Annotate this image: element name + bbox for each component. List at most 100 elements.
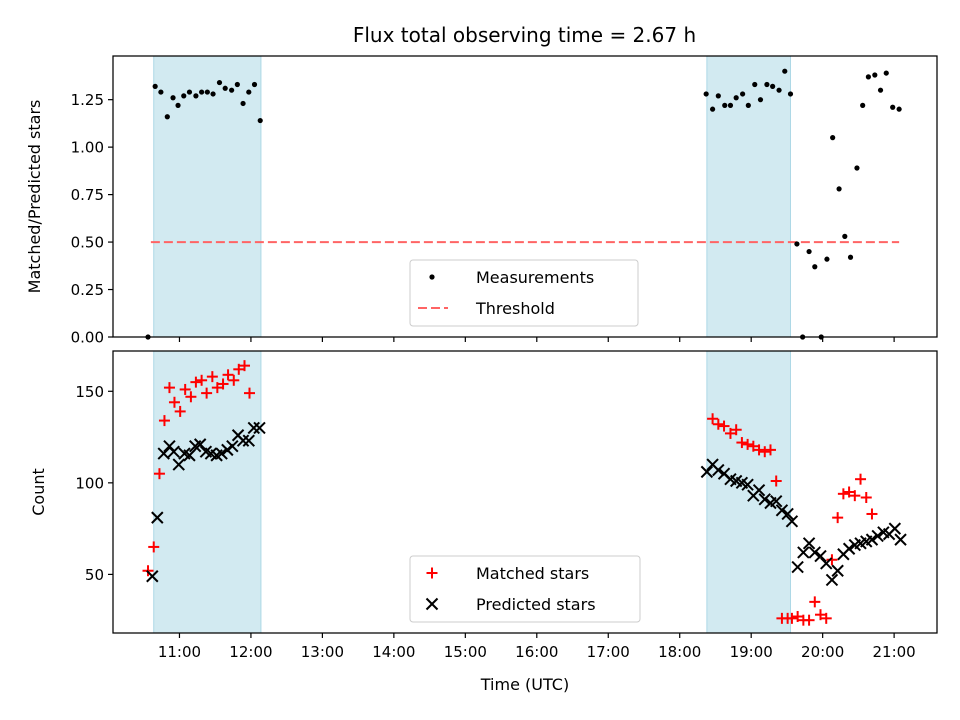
matched-star-point — [190, 376, 202, 388]
predicted-star-stroke-b — [183, 449, 196, 462]
predicted-star-stroke-b — [785, 515, 799, 528]
legend-box — [409, 259, 639, 327]
measurement-point — [896, 106, 902, 112]
measurement-point — [222, 85, 228, 91]
predicted-star-point — [236, 434, 250, 447]
top-y-tick-label: 0.50 — [71, 234, 104, 252]
top-panel: 0.00 0.25 0.50 0.75 1.00 1.25 Matched/Predict… — [25, 55, 938, 347]
predicted-star-point — [888, 522, 902, 535]
matched-star-point — [179, 383, 191, 395]
matched-star-point — [206, 371, 218, 383]
matched-star-point — [747, 440, 759, 452]
top-y-tick-label: 1.00 — [71, 139, 104, 157]
measurement-point — [787, 91, 794, 97]
measurement-point — [251, 81, 258, 88]
predicted-star-point — [253, 421, 266, 435]
top-y-ticks: 0.00 0.25 0.50 0.75 1.00 1.25 — [71, 91, 113, 347]
predicted-star-stroke-b — [808, 546, 822, 559]
measurement-point — [776, 87, 782, 93]
predicted-star-stroke-b — [712, 463, 725, 477]
predicted-star-point — [247, 421, 260, 435]
measurement-point — [740, 91, 746, 97]
predicted-star-stroke-b — [717, 467, 731, 480]
predicted-star-point — [167, 445, 180, 458]
predicted-star-stroke-b — [831, 564, 844, 577]
predicted-star-point — [769, 494, 783, 508]
predicted-star-stroke-b — [797, 546, 810, 559]
measurement-point — [847, 254, 854, 260]
predicted-star-stroke-b — [741, 478, 754, 491]
predicted-star-stroke-b — [700, 465, 714, 479]
measurement-point — [830, 135, 836, 141]
x-tick-label: 14:00 — [372, 643, 415, 661]
predicted-star-stroke-b — [871, 529, 884, 543]
predicted-star-stroke-b — [215, 447, 228, 460]
measurement-point — [181, 93, 187, 99]
predicted-star-point — [242, 434, 255, 447]
predicted-star-point — [791, 560, 804, 574]
matched-star-point — [243, 387, 255, 399]
bottom-legend: Matched stars Predicted stars — [409, 555, 641, 623]
matched-star-point — [718, 420, 730, 432]
predicted-star-point — [146, 570, 159, 583]
predicted-star-point — [700, 465, 714, 479]
measurement-point — [246, 89, 252, 95]
predicted-star-stroke-b — [791, 560, 804, 574]
predicted-star-point — [831, 564, 844, 577]
predicted-star-point — [226, 440, 239, 453]
measurement-point — [860, 102, 866, 108]
matched-star-point — [228, 374, 240, 386]
predicted-star-point — [865, 533, 879, 546]
predicted-star-stroke-b — [253, 421, 266, 435]
measurement-point — [257, 117, 263, 124]
predicted-star-stroke-b — [151, 511, 164, 524]
bottom-y-tick-label: 150 — [75, 383, 104, 401]
legend-label: Measurements — [476, 268, 594, 287]
x-tick-label: 20:00 — [801, 643, 844, 661]
predicted-star-point — [193, 438, 207, 451]
top-y-tick-label: 0.00 — [71, 329, 104, 347]
predicted-star-stroke-b — [178, 447, 191, 460]
predicted-star-point — [785, 515, 799, 528]
predicted-star-stroke-b — [226, 440, 239, 453]
matched-star-point — [222, 369, 234, 381]
predicted-star-point — [797, 546, 810, 559]
measurement-point — [883, 70, 889, 76]
matched-star-point — [158, 415, 170, 427]
matched-star-point — [168, 396, 180, 408]
matched-star-point — [803, 614, 815, 626]
matched-stars-points — [142, 360, 878, 626]
predicted-star-stroke-b — [172, 458, 185, 471]
measurement-point — [715, 93, 721, 99]
matched-star-point — [196, 374, 208, 386]
matched-star-point — [759, 446, 771, 458]
predicted-star-stroke-b — [825, 573, 839, 587]
predicted-star-point — [151, 511, 164, 524]
predicted-star-stroke-b — [242, 434, 255, 447]
matched-star-point — [724, 427, 736, 439]
measurement-point — [890, 104, 896, 110]
measurement-point — [229, 87, 235, 93]
predicted-stars-points — [146, 421, 907, 587]
x-tick-label: 11:00 — [158, 643, 201, 661]
measurement-point — [193, 93, 199, 99]
legend-marker-cross-b — [425, 597, 439, 611]
x-tick-label: 16:00 — [515, 643, 558, 661]
x-tick-label: 12:00 — [229, 643, 272, 661]
matched-star-point — [792, 611, 804, 623]
measurement-point — [722, 102, 728, 108]
top-y-tick-label: 1.25 — [71, 91, 104, 109]
x-tick-label: 17:00 — [587, 643, 630, 661]
matched-star-point — [809, 596, 821, 608]
measurement-point — [170, 95, 176, 101]
bottom-plot-frame — [112, 350, 938, 634]
measurement-point — [865, 74, 871, 80]
matched-star-point — [217, 378, 229, 390]
predicted-star-stroke-b — [167, 445, 180, 458]
predicted-star-point — [871, 529, 884, 543]
matched-star-point — [843, 486, 855, 498]
predicted-star-point — [752, 483, 766, 497]
predicted-star-stroke-b — [729, 474, 743, 488]
measurement-point — [210, 91, 216, 97]
